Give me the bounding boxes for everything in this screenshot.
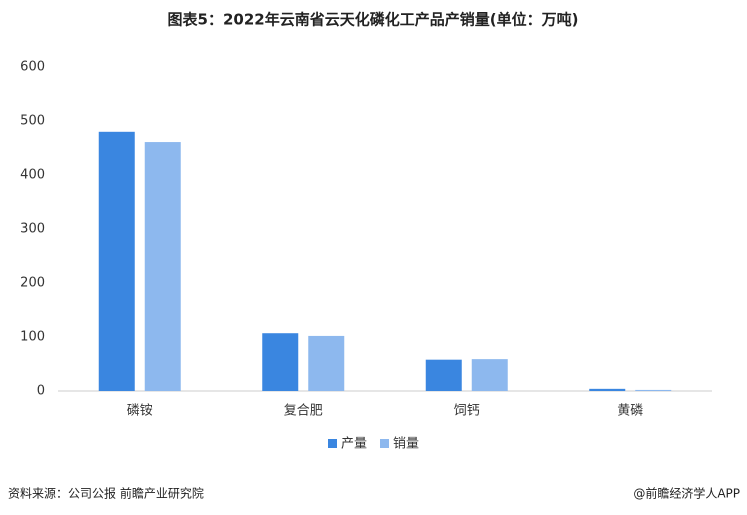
y-tick-label: 500 — [20, 114, 45, 129]
legend-swatch — [328, 439, 337, 448]
y-tick-label: 400 — [20, 168, 45, 183]
bar — [635, 389, 672, 391]
source-note: 资料来源：公司公报 前瞻产业研究院 — [8, 486, 204, 501]
bar — [471, 359, 508, 391]
bar — [425, 359, 462, 391]
bar — [262, 333, 299, 391]
bar — [144, 142, 181, 391]
y-tick-label: 600 — [20, 60, 45, 75]
y-tick-label: 300 — [20, 222, 45, 237]
chart-title: 图表5：2022年云南省云天化磷化工产品产销量(单位：万吨) — [168, 11, 579, 29]
y-tick-label: 200 — [20, 276, 45, 291]
credit: @前瞻经济学人APP — [633, 486, 740, 501]
legend-label: 产量 — [341, 437, 367, 452]
y-tick-label: 0 — [37, 384, 45, 399]
legend-label: 销量 — [393, 437, 419, 452]
bar — [308, 335, 345, 391]
x-tick-label: 黄磷 — [617, 404, 643, 419]
legend-swatch — [380, 439, 389, 448]
x-tick-label: 磷铵 — [127, 404, 153, 419]
bar — [98, 131, 135, 392]
bar — [589, 388, 626, 391]
x-tick-label: 复合肥 — [284, 404, 323, 419]
y-tick-label: 100 — [20, 330, 45, 345]
x-tick-label: 饲钙 — [454, 404, 480, 419]
